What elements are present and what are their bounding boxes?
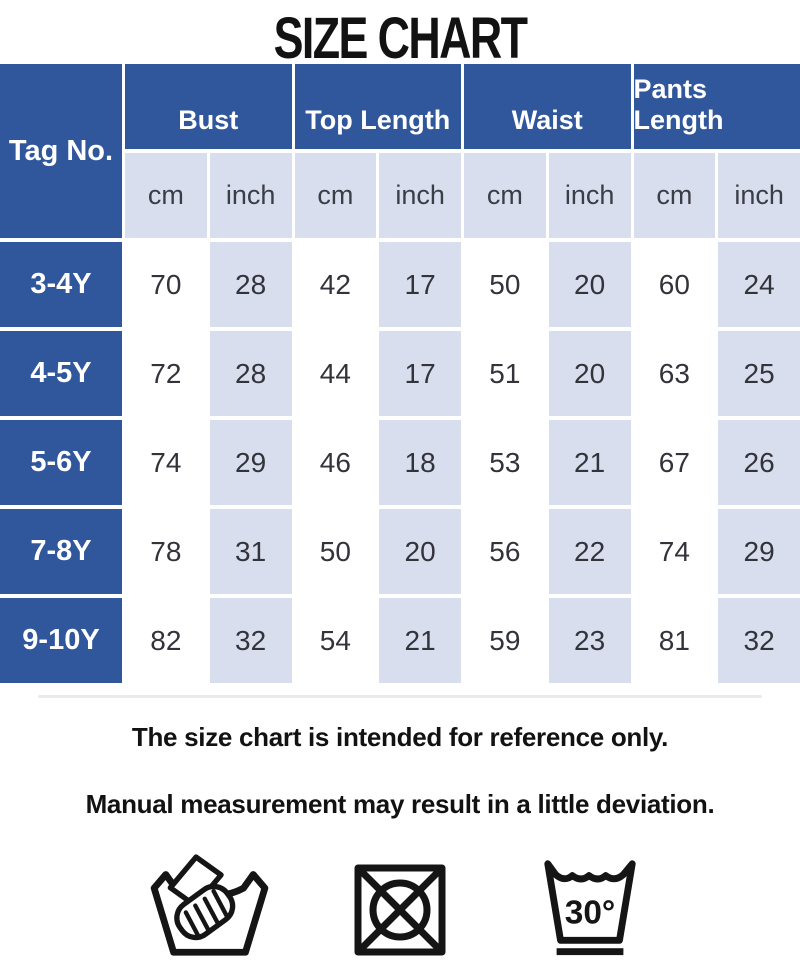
- value-cell: 60: [634, 242, 716, 327]
- value-cell: 44: [295, 331, 377, 416]
- value-cell: 28: [210, 331, 292, 416]
- value-cell: 82: [125, 598, 207, 683]
- value-cell: 72: [125, 331, 207, 416]
- value-cell: 46: [295, 420, 377, 505]
- care-symbols-row: 30°: [0, 850, 800, 960]
- value-cell: 20: [379, 509, 461, 594]
- disclaimer-line-1: The size chart is intended for reference…: [0, 722, 800, 753]
- unit-header-waist-cm: cm: [464, 153, 546, 238]
- value-cell: 29: [210, 420, 292, 505]
- value-cell: 32: [718, 598, 800, 683]
- value-cell: 23: [549, 598, 631, 683]
- row-label-3-4Y: 3-4Y: [0, 242, 122, 327]
- unit-header-pants-cm: cm: [634, 153, 716, 238]
- do-not-tumble-dry-icon: [350, 860, 450, 960]
- row-label-7-8Y: 7-8Y: [0, 509, 122, 594]
- unit-header-top-cm: cm: [295, 153, 377, 238]
- value-cell: 50: [295, 509, 377, 594]
- value-cell: 54: [295, 598, 377, 683]
- value-cell: 22: [549, 509, 631, 594]
- value-cell: 20: [549, 331, 631, 416]
- value-cell: 53: [464, 420, 546, 505]
- value-cell: 28: [210, 242, 292, 327]
- value-cell: 24: [718, 242, 800, 327]
- column-group-pants-length: Pants Length: [634, 64, 800, 149]
- column-group-waist: Waist: [464, 64, 631, 149]
- disclaimer-notes: The size chart is intended for reference…: [0, 722, 800, 820]
- value-cell: 25: [718, 331, 800, 416]
- value-cell: 17: [379, 331, 461, 416]
- value-cell: 26: [718, 420, 800, 505]
- hand-wash-icon: [144, 858, 276, 960]
- tag-no-header-cell: Tag No.: [0, 64, 122, 238]
- value-cell: 70: [125, 242, 207, 327]
- row-label-9-10Y: 9-10Y: [0, 598, 122, 683]
- unit-header-bust-inch: inch: [210, 153, 292, 238]
- mild-cycle-bar: [557, 948, 624, 955]
- value-cell: 67: [634, 420, 716, 505]
- value-cell: 20: [549, 242, 631, 327]
- value-cell: 42: [295, 242, 377, 327]
- value-cell: 78: [125, 509, 207, 594]
- value-cell: 56: [464, 509, 546, 594]
- value-cell: 59: [464, 598, 546, 683]
- page-title-wrap: SIZE CHART: [0, 0, 800, 60]
- value-cell: 31: [210, 509, 292, 594]
- size-table: Tag No. Bust Top Length Waist Pants Leng…: [0, 64, 800, 683]
- page-title: SIZE CHART: [274, 4, 527, 72]
- value-cell: 74: [634, 509, 716, 594]
- disclaimer-line-2: Manual measurement may result in a littl…: [0, 789, 800, 820]
- wash-30-degrees-icon: 30°: [524, 850, 656, 960]
- value-cell: 21: [379, 598, 461, 683]
- unit-header-top-inch: inch: [379, 153, 461, 238]
- value-cell: 21: [549, 420, 631, 505]
- value-cell: 29: [718, 509, 800, 594]
- unit-header-bust-cm: cm: [125, 153, 207, 238]
- value-cell: 74: [125, 420, 207, 505]
- value-cell: 18: [379, 420, 461, 505]
- row-label-4-5Y: 4-5Y: [0, 331, 122, 416]
- value-cell: 17: [379, 242, 461, 327]
- value-cell: 63: [634, 331, 716, 416]
- table-bottom-divider: [38, 695, 762, 698]
- wash-temp-label: 30°: [565, 895, 615, 932]
- value-cell: 81: [634, 598, 716, 683]
- unit-header-waist-inch: inch: [549, 153, 631, 238]
- column-group-top-length: Top Length: [295, 64, 462, 149]
- value-cell: 32: [210, 598, 292, 683]
- unit-header-pants-inch: inch: [718, 153, 800, 238]
- row-label-5-6Y: 5-6Y: [0, 420, 122, 505]
- value-cell: 51: [464, 331, 546, 416]
- column-group-bust: Bust: [125, 64, 292, 149]
- value-cell: 50: [464, 242, 546, 327]
